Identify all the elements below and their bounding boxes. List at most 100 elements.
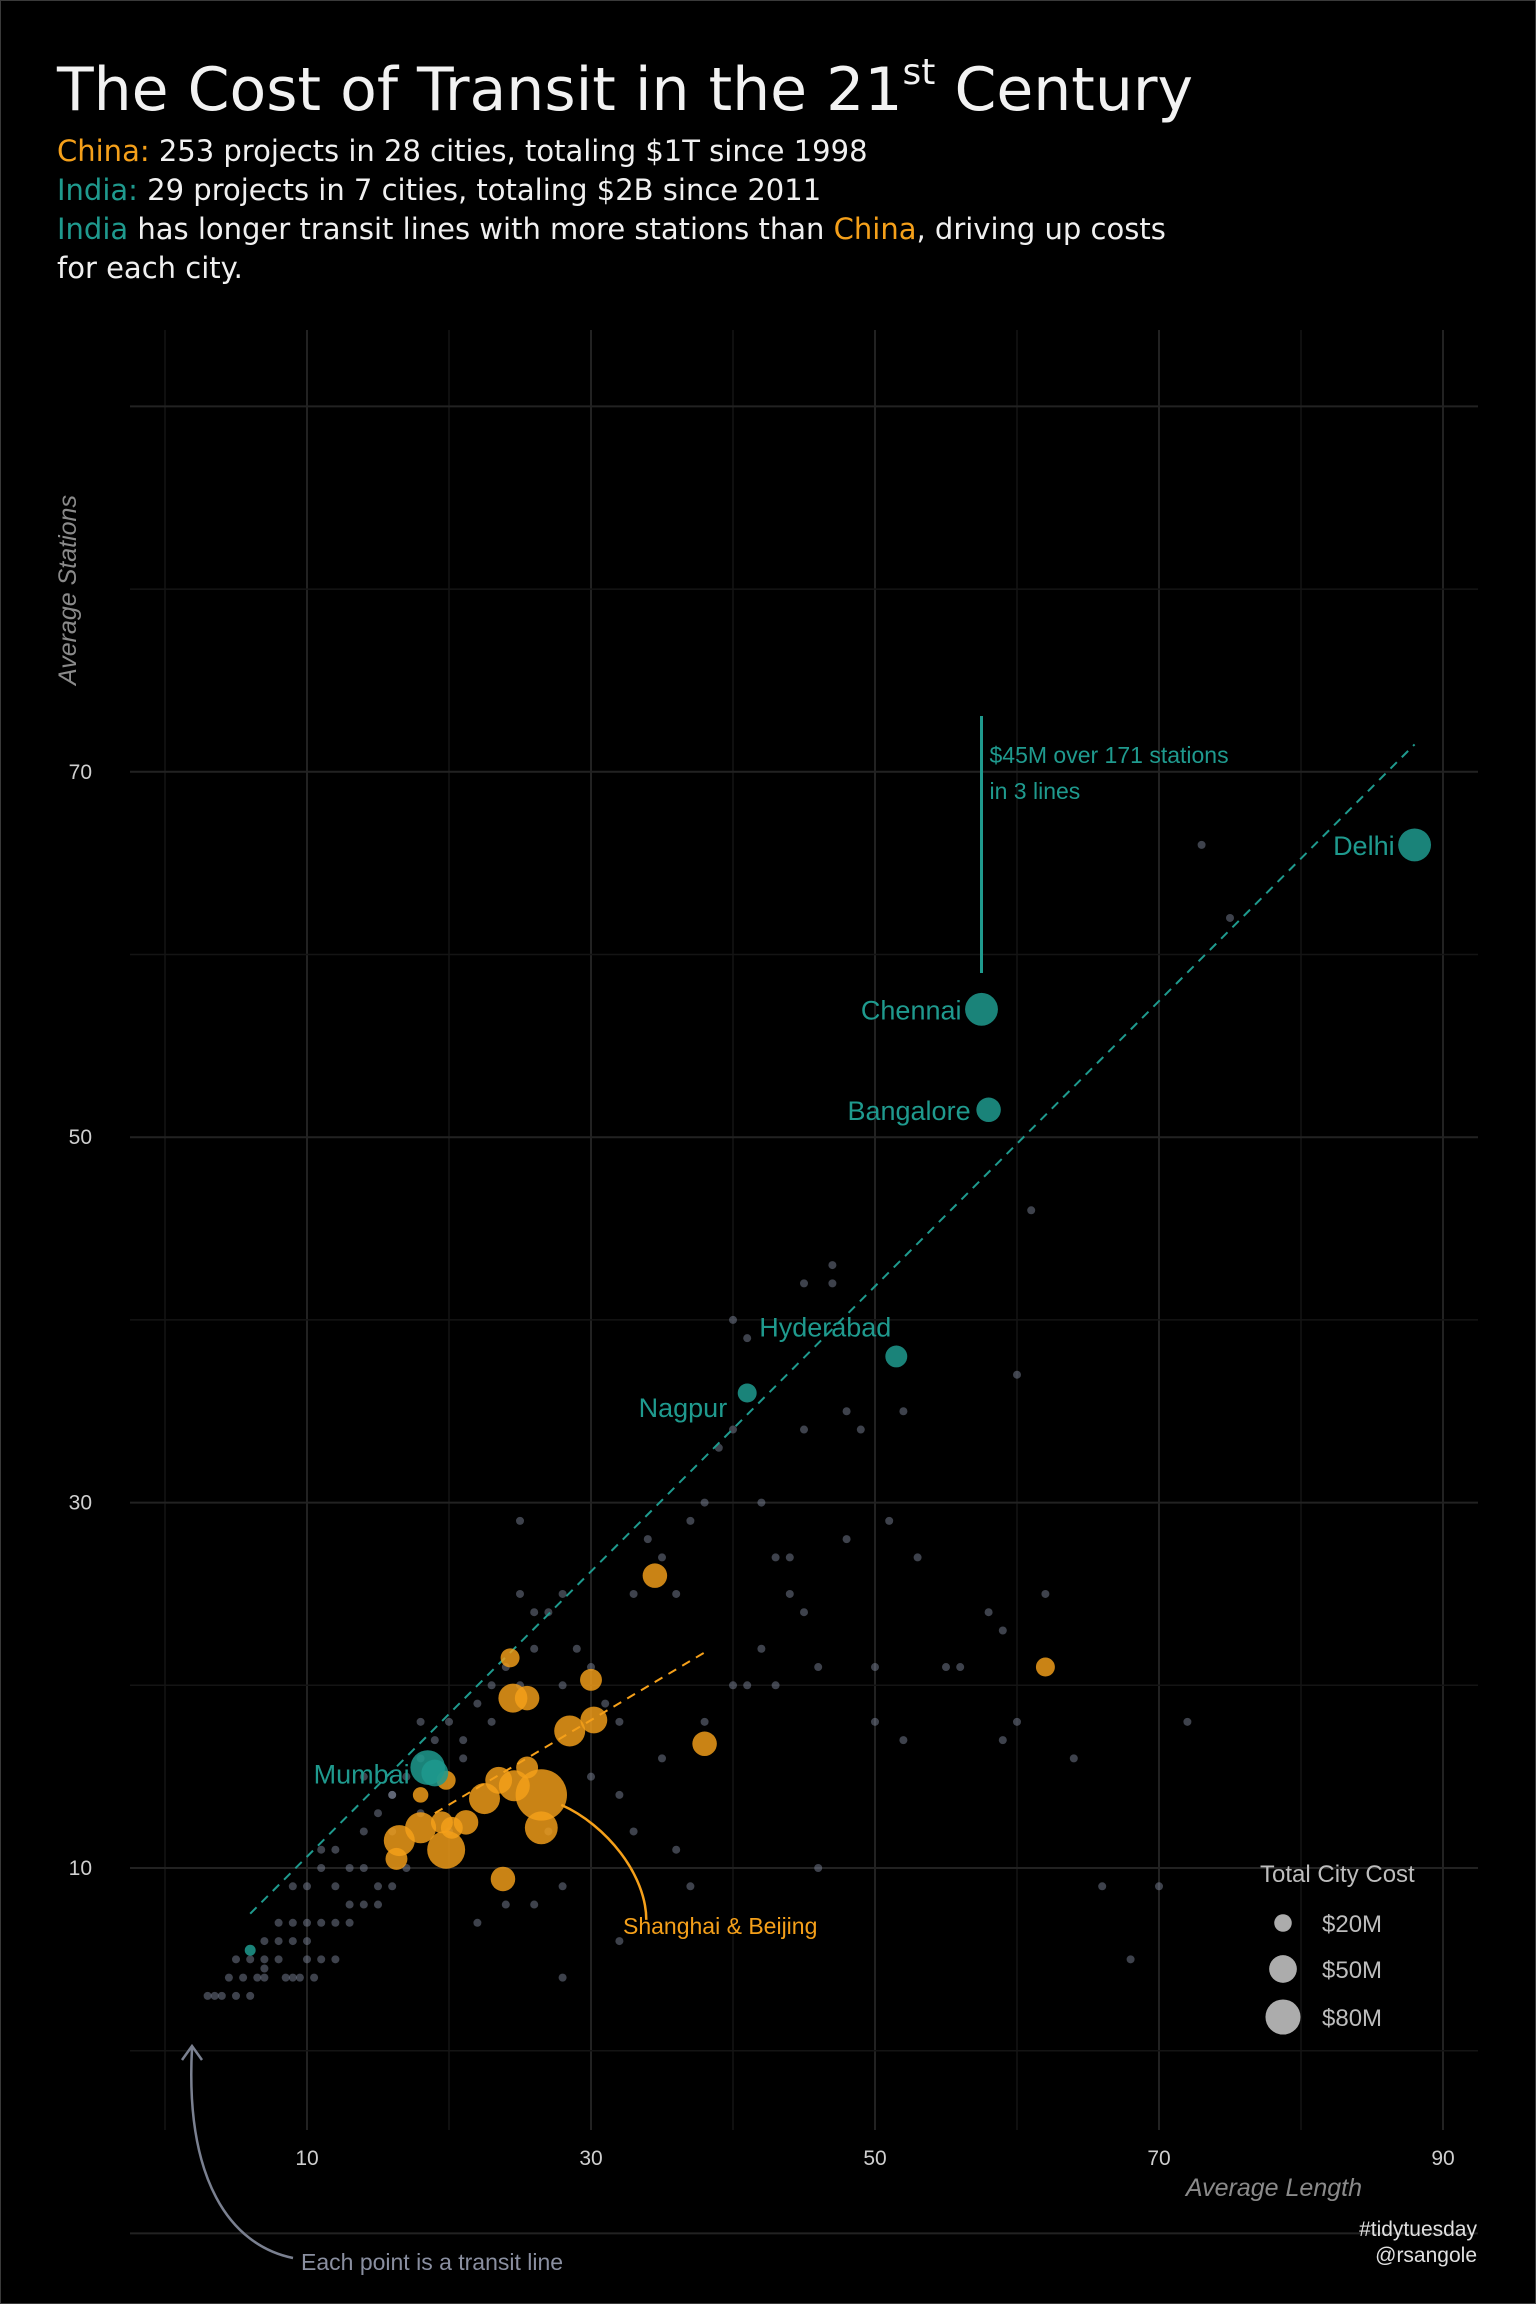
transit-line-point bbox=[615, 1717, 624, 1726]
transit-line-point bbox=[998, 1736, 1007, 1745]
city-label-chennai: Chennai bbox=[861, 995, 962, 1025]
transit-line-point bbox=[303, 1882, 311, 1891]
credit-handle: @rsangole bbox=[1375, 2244, 1477, 2267]
china-city-point bbox=[692, 1731, 717, 1757]
india-city-points bbox=[244, 828, 1432, 1956]
transit-line-point bbox=[246, 1991, 255, 2000]
transit-line-point bbox=[274, 1955, 283, 1964]
subtitle-china: China: 253 projects in 28 cities, totali… bbox=[57, 134, 868, 168]
transit-line-point bbox=[1197, 840, 1206, 849]
transit-line-point bbox=[1013, 1717, 1021, 1726]
size-legend: Total City Cost $20M $50M $80M bbox=[1260, 1861, 1415, 2035]
city-label-hyderabad: Hyderabad bbox=[759, 1312, 891, 1342]
transit-line-point bbox=[388, 1790, 397, 1799]
page-title: The Cost of Transit in the 21st Century bbox=[57, 52, 1194, 125]
transit-line-point bbox=[743, 1681, 752, 1690]
y-tick-label: 70 bbox=[69, 761, 92, 784]
china-city-points bbox=[383, 1563, 1055, 1892]
transit-line-point bbox=[828, 1279, 837, 1288]
transit-line-point bbox=[459, 1754, 468, 1763]
transit-line-point bbox=[402, 1772, 411, 1781]
transit-line-point bbox=[359, 1772, 368, 1781]
transit-line-point bbox=[374, 1882, 382, 1891]
note-arrow bbox=[190, 2047, 294, 2260]
transit-line-point bbox=[998, 1626, 1007, 1635]
transit-line-point bbox=[203, 1991, 212, 2000]
transit-line-point bbox=[686, 1516, 695, 1525]
transit-line-point bbox=[359, 1827, 368, 1836]
transit-line-point bbox=[729, 1681, 737, 1690]
city-label-nagpur: Nagpur bbox=[639, 1393, 728, 1423]
transit-line-point bbox=[1069, 1754, 1078, 1763]
china-city-point bbox=[412, 1787, 429, 1803]
legend-swatch bbox=[1265, 1999, 1301, 2035]
transit-line-point bbox=[800, 1608, 808, 1617]
legend-label: $50M bbox=[1322, 1957, 1382, 1984]
india-city-point bbox=[965, 992, 998, 1026]
transit-line-point bbox=[785, 1553, 794, 1562]
transit-line-point bbox=[430, 1736, 439, 1745]
transit-line-point bbox=[956, 1663, 965, 1672]
transit-line-point bbox=[388, 1790, 397, 1799]
legend-label: $80M bbox=[1322, 2005, 1382, 2032]
transit-line-point bbox=[558, 1681, 567, 1690]
china-city-point bbox=[498, 1770, 530, 1802]
transit-line-point bbox=[303, 1955, 311, 1964]
transit-line-point bbox=[558, 1882, 567, 1891]
credit-tag: #tidytuesday bbox=[1359, 2218, 1477, 2241]
transit-line-point bbox=[629, 1827, 638, 1836]
transit-line-point bbox=[1013, 1370, 1021, 1379]
transit-line-point bbox=[239, 1973, 248, 1982]
transit-line-point bbox=[842, 1535, 851, 1544]
china-city-point bbox=[440, 1816, 463, 1839]
transit-line-point bbox=[885, 1516, 894, 1525]
transit-line-point bbox=[572, 1644, 581, 1653]
annotations: $45M over 171 stations in 3 lines Shanghai… bbox=[180, 716, 1229, 2275]
subtitle-india: India: 29 projects in 7 cities, totaling… bbox=[57, 173, 822, 207]
transit-line-point bbox=[899, 1736, 908, 1745]
china-city-point bbox=[383, 1825, 415, 1857]
transit-line-point bbox=[288, 1918, 297, 1927]
shanghai-beijing-label: Shanghai & Beijing bbox=[623, 1913, 817, 1939]
china-city-point bbox=[500, 1648, 520, 1668]
transit-line-point bbox=[643, 1535, 652, 1544]
city-label-mumbai: Mumbai bbox=[314, 1760, 410, 1790]
transit-line-point bbox=[601, 1699, 610, 1708]
transit-line-point bbox=[587, 1663, 595, 1672]
transit-line-point bbox=[629, 1589, 638, 1598]
india-city-point bbox=[737, 1383, 757, 1403]
india-trend-line bbox=[249, 743, 1416, 1915]
china-city-point bbox=[490, 1866, 516, 1892]
transit-line-point bbox=[388, 1882, 397, 1891]
transit-line-point bbox=[544, 1608, 553, 1617]
shanghai-arrow bbox=[560, 1803, 648, 1920]
china-city-point bbox=[524, 1811, 558, 1845]
legend-swatch bbox=[1269, 1955, 1297, 1983]
transit-line-point bbox=[984, 1608, 993, 1617]
transit-line-point bbox=[516, 1589, 524, 1598]
transit-line-point bbox=[530, 1900, 539, 1909]
transit-line-point bbox=[757, 1644, 766, 1653]
transit-line-point bbox=[1126, 1955, 1135, 1964]
transit-line-point bbox=[700, 1498, 709, 1507]
transit-line-point bbox=[587, 1772, 595, 1781]
transit-line-point bbox=[1155, 1882, 1163, 1891]
transit-line-point bbox=[899, 1407, 908, 1416]
transit-line-point bbox=[658, 1553, 666, 1562]
subtitle-comparison: India has longer transit lines with more… bbox=[57, 212, 1166, 246]
india-city-point bbox=[421, 1759, 449, 1787]
subtitle-continuation: for each city. bbox=[57, 251, 243, 285]
transit-line-point bbox=[331, 1918, 340, 1927]
transit-line-point bbox=[217, 1991, 226, 2000]
transit-line-point bbox=[445, 1717, 453, 1726]
transit-line-point bbox=[672, 1845, 681, 1854]
transit-line-point bbox=[672, 1589, 681, 1598]
transit-line-point bbox=[274, 1918, 283, 1927]
transit-line-point bbox=[345, 1864, 354, 1872]
transit-line-point bbox=[530, 1644, 539, 1653]
note-arrow-head bbox=[180, 2043, 204, 2061]
transit-line-point bbox=[359, 1900, 368, 1909]
transit-line-point bbox=[232, 1955, 240, 1964]
transit-line-point bbox=[459, 1736, 468, 1745]
